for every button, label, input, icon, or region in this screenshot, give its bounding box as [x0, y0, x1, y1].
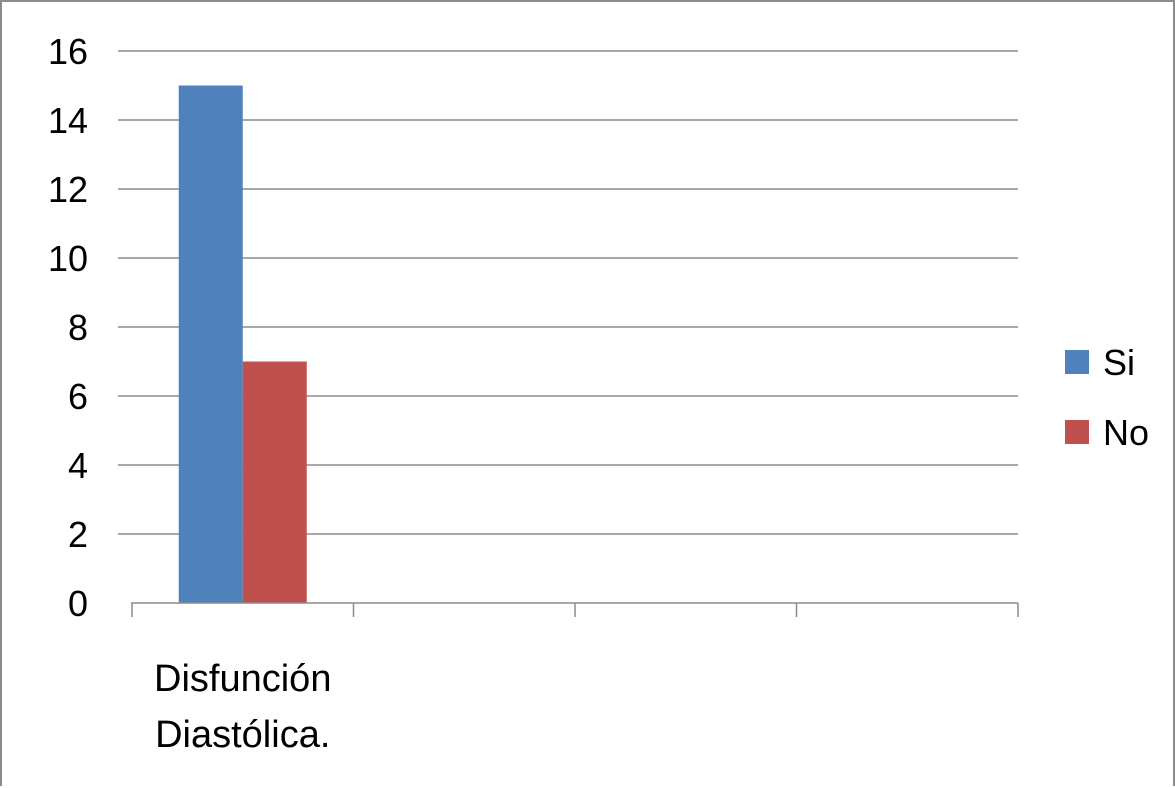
legend-label-si: Si	[1103, 342, 1135, 383]
y-tick-label: 2	[68, 514, 88, 555]
y-tick-label: 10	[48, 238, 88, 279]
x-axis	[131, 602, 1019, 617]
y-tick-label: 12	[48, 169, 88, 210]
x-category-label: Diastólica.	[155, 714, 330, 756]
bars	[178, 85, 307, 603]
y-tick-label: 6	[68, 376, 88, 417]
legend-swatch-si	[1065, 350, 1089, 374]
y-tick-label: 8	[68, 307, 88, 348]
y-tick-label: 4	[68, 445, 88, 486]
y-tick-label: 0	[68, 583, 88, 624]
x-category-label: Disfunción	[154, 658, 331, 700]
bar-no-0	[242, 361, 307, 603]
y-axis-tick-labels: 0 2 4 6 8 10 12 14 16	[48, 31, 88, 624]
legend-label-no: No	[1103, 412, 1149, 453]
legend-swatch-no	[1065, 420, 1089, 444]
y-tick-label: 14	[48, 100, 88, 141]
legend: Si No	[1065, 342, 1149, 453]
bar-si-0	[178, 85, 243, 603]
x-axis-category-labels: Disfunción Diastólica.	[154, 658, 331, 756]
y-tick-label: 16	[48, 31, 88, 72]
